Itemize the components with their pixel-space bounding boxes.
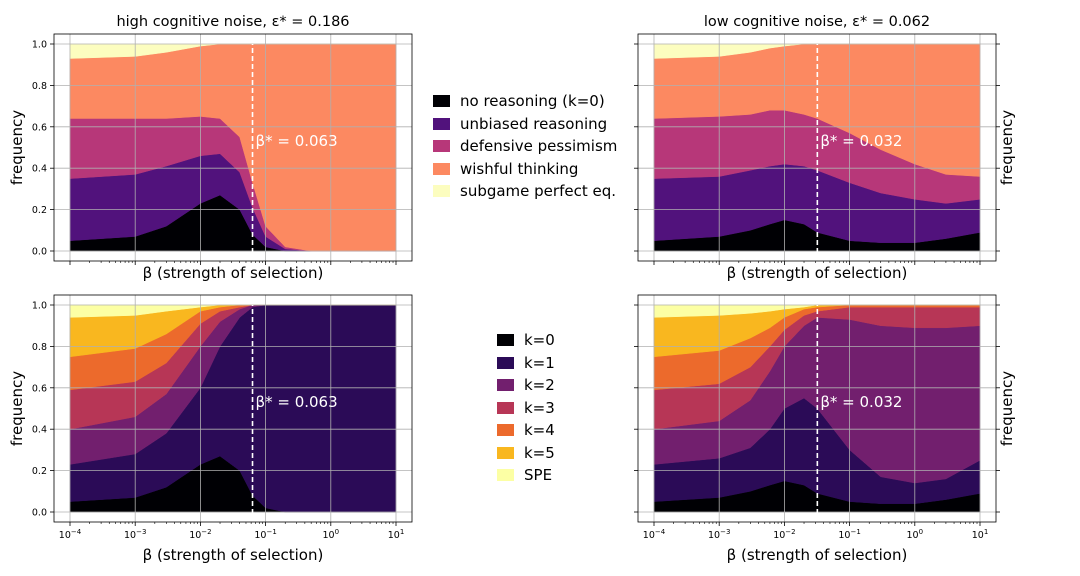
- legend-k-swatch: [497, 334, 514, 347]
- y-tick-label: 0.2: [32, 466, 47, 477]
- chart-title: high cognitive noise, ε* = 0.186: [116, 14, 349, 30]
- legend-k-item: k=5: [497, 442, 555, 465]
- x-tick-label: 10−3: [708, 528, 730, 541]
- legend-k-swatch: [497, 446, 514, 459]
- chart-panel: β* = 0.063 10−4 10−3 10−2 10−1 100 101 0.0 0.2 0.…: [8, 294, 413, 564]
- axes-frame: [53, 294, 413, 523]
- x-tick-label: 10−1: [254, 528, 276, 541]
- y-tick-label: 0.0: [32, 247, 47, 258]
- legend-reasoning-item: unbiased reasoning: [433, 113, 617, 136]
- legend-reasoning-item: subgame perfect eq.: [433, 180, 617, 203]
- axes-frame: [637, 294, 997, 523]
- legend-reasoning-swatch: [433, 117, 450, 130]
- x-axis-label: β (strength of selection): [727, 264, 908, 282]
- legend-reasoning-label: no reasoning (k=0): [460, 92, 605, 111]
- y-axis-label: frequency: [998, 371, 1016, 446]
- legend-reasoning-label: unbiased reasoning: [460, 114, 608, 133]
- legend-k-label: k=0: [524, 331, 555, 350]
- legend-reasoning-label: defensive pessimism: [460, 137, 618, 156]
- beta-star-label: β* = 0.063: [256, 132, 338, 150]
- legend-k-label: k=3: [524, 398, 555, 417]
- x-tick-label: 10−2: [189, 528, 211, 541]
- y-tick-label: 1.0: [32, 40, 47, 51]
- legend-k-item: k=1: [497, 352, 555, 375]
- y-tick-label: 0.8: [32, 342, 47, 353]
- legend-reasoning: no reasoning (k=0) unbiased reasoning defe…: [433, 90, 617, 203]
- legend-reasoning-swatch: [433, 140, 450, 153]
- y-tick-label: 0.4: [32, 164, 47, 175]
- y-tick-label: 0.8: [32, 81, 47, 92]
- x-tick-label: 101: [972, 528, 989, 541]
- legend-k-item: k=2: [497, 374, 555, 397]
- y-tick-label: 1.0: [32, 301, 47, 312]
- legend-k-item: k=0: [497, 329, 555, 352]
- beta-star-label: β* = 0.032: [820, 132, 902, 150]
- x-axis-label: β (strength of selection): [143, 546, 324, 564]
- legend-k: k=0 k=1 k=2 k=3 k=4 k=5 SPE: [497, 329, 555, 487]
- x-tick-label: 10−2: [773, 528, 795, 541]
- y-tick-label: 0.6: [32, 122, 47, 133]
- legend-k-label: k=2: [524, 376, 555, 395]
- chart-title: low cognitive noise, ε* = 0.062: [704, 14, 930, 30]
- legend-reasoning-swatch: [433, 185, 450, 198]
- y-tick-label: 0.6: [32, 383, 47, 394]
- y-tick-label: 0.0: [32, 508, 47, 519]
- x-tick-label: 10−1: [838, 528, 860, 541]
- axes-frame: [53, 33, 413, 262]
- legend-reasoning-item: wishful thinking: [433, 158, 617, 181]
- x-tick-label: 10−4: [59, 528, 82, 541]
- legend-k-swatch: [497, 469, 514, 482]
- legend-reasoning-swatch: [433, 162, 450, 175]
- x-tick-label: 10−3: [124, 528, 146, 541]
- legend-k-swatch: [497, 379, 514, 392]
- legend-reasoning-label: subgame perfect eq.: [460, 182, 617, 201]
- legend-reasoning-label: wishful thinking: [460, 159, 579, 178]
- x-tick-label: 100: [907, 528, 924, 541]
- legend-k-swatch: [497, 424, 514, 437]
- y-tick-label: 0.2: [32, 205, 47, 216]
- y-axis-label: frequency: [8, 371, 26, 446]
- chart-panel: β* = 0.032 β (strength of selection) frequ…: [634, 14, 1016, 282]
- beta-star-label: β* = 0.063: [256, 393, 338, 411]
- legend-reasoning-item: defensive pessimism: [433, 135, 617, 158]
- x-tick-label: 100: [323, 528, 340, 541]
- chart-panel: β* = 0.032 10−4 10−3 10−2 10−1 100 101 β (stren…: [634, 294, 1016, 564]
- y-axis-label: frequency: [8, 110, 26, 185]
- legend-reasoning-item: no reasoning (k=0): [433, 90, 617, 113]
- beta-star-label: β* = 0.032: [820, 393, 902, 411]
- legend-reasoning-swatch: [433, 95, 450, 108]
- legend-k-label: k=5: [524, 443, 555, 462]
- legend-k-item: k=3: [497, 397, 555, 420]
- legend-k-label: k=4: [524, 421, 555, 440]
- x-tick-label: 101: [388, 528, 405, 541]
- legend-k-label: k=1: [524, 353, 555, 372]
- x-axis-label: β (strength of selection): [727, 546, 908, 564]
- legend-k-item: SPE: [497, 464, 555, 487]
- axes-frame: [637, 33, 997, 262]
- x-axis-label: β (strength of selection): [143, 264, 324, 282]
- x-tick-label: 10−4: [643, 528, 666, 541]
- y-axis-label: frequency: [998, 110, 1016, 185]
- y-tick-label: 0.4: [32, 425, 47, 436]
- chart-panel: β* = 0.063 0.0 0.2 0.4 0.6 0.8 1.0 β (strength …: [8, 14, 413, 282]
- legend-k-swatch: [497, 356, 514, 369]
- legend-k-swatch: [497, 401, 514, 414]
- legend-k-item: k=4: [497, 419, 555, 442]
- legend-k-label: SPE: [524, 466, 553, 485]
